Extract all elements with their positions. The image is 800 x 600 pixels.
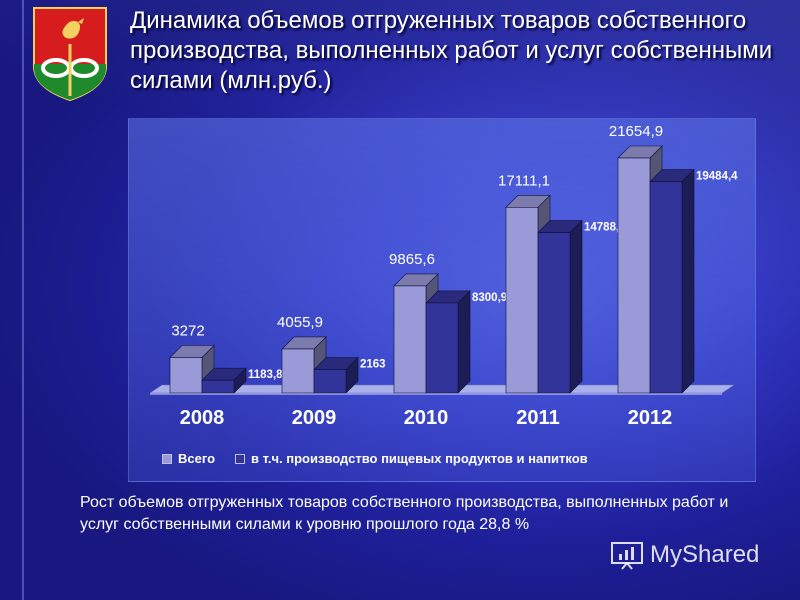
bar-food-2012-side <box>681 168 695 394</box>
decorative-line <box>22 0 24 600</box>
legend-label-series1: Всего <box>178 451 216 466</box>
data-label-total-2009: 4055,9 <box>277 314 323 331</box>
bar-chart: 3272 1183,8 2008 4055,9 2163 2009 9865,6 8300,9… <box>149 123 738 429</box>
slide-title: Динамика объемов отгруженных товаров соб… <box>130 7 773 94</box>
bar-total-2009 <box>281 348 315 394</box>
x-tick-label-2012: 2012 <box>628 407 673 429</box>
bar-food-2009 <box>313 369 347 394</box>
watermark: MyShared <box>610 540 759 570</box>
data-label-food-2011: 14788,3 <box>584 222 626 234</box>
x-tick-label-2008: 2008 <box>180 407 225 429</box>
bar-food-2012 <box>649 181 683 394</box>
bar-food-2011-side <box>569 219 583 394</box>
bar-food-2010-side <box>457 290 471 394</box>
bar-total-2011 <box>505 207 539 394</box>
bar-total-2012 <box>617 157 651 394</box>
bar-total-2010 <box>393 285 427 394</box>
x-tick-label-2010: 2010 <box>404 407 449 429</box>
bar-food-2010 <box>425 302 459 394</box>
x-tick-label-2011: 2011 <box>516 407 559 429</box>
bar-food-2011 <box>537 232 571 394</box>
data-label-food-2008: 1183,8 <box>248 369 283 381</box>
x-tick-label-2009: 2009 <box>292 407 337 429</box>
watermark-text: MyShared <box>650 541 760 568</box>
data-label-total-2011: 17111,1 <box>498 172 550 189</box>
bar-total-2008 <box>169 357 203 394</box>
data-label-total-2010: 9865,6 <box>389 251 435 268</box>
bar-food-2008 <box>201 379 235 394</box>
coat-of-arms-icon <box>33 7 107 102</box>
data-label-food-2010: 8300,9 <box>472 292 507 304</box>
legend-swatch-series2 <box>235 453 246 464</box>
data-label-food-2012: 19484,4 <box>696 171 738 183</box>
summary-text: Рост объемов отгруженных товаров собстве… <box>80 494 729 533</box>
legend-label-series2: в т.ч. производство пищевых продуктов и … <box>251 451 588 466</box>
chart-legend: Всего в т.ч. производство пищевых продук… <box>162 451 588 466</box>
data-label-total-2012: 21654,9 <box>609 123 663 140</box>
data-label-food-2009: 2163 <box>360 359 386 371</box>
presentation-icon <box>611 542 643 570</box>
legend-swatch-series1 <box>162 453 172 464</box>
data-label-total-2008: 3272 <box>171 322 204 339</box>
